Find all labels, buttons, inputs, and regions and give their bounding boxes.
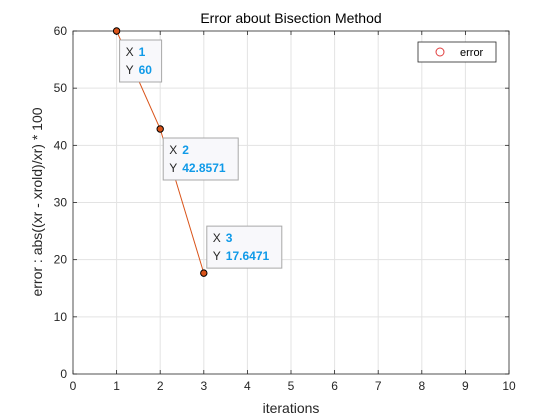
data-point[interactable] (112, 27, 121, 35)
legend-marker-error (435, 47, 445, 57)
datatip-box (206, 225, 283, 269)
y-tick-label: 10 (54, 310, 68, 324)
datatip-x-value: 3 (226, 231, 233, 245)
legend-box (417, 41, 497, 63)
y-axis-label: error : abs((xr - xrold)/xr) * 100 (29, 107, 45, 296)
x-tick-label: 10 (502, 379, 516, 393)
legend-label-error: error (460, 47, 484, 59)
y-tick-label: 40 (54, 138, 68, 152)
datatip-x-value: 2 (182, 143, 189, 157)
datatip-x-key: X (126, 45, 134, 59)
datatip-y-key: Y (169, 161, 177, 175)
grid-lines (73, 31, 509, 374)
datatip-x-value: 1 (139, 45, 146, 59)
datatip-box (119, 39, 163, 83)
y-tick-label: 30 (54, 196, 68, 210)
datatip-y-value: 60 (139, 63, 153, 77)
data-point[interactable] (156, 125, 164, 133)
x-tick-label: 9 (462, 379, 469, 393)
x-tick-label: 8 (418, 379, 425, 393)
y-tick-label: 0 (60, 367, 67, 381)
datatip[interactable]: X 2Y 42.8571 (162, 137, 239, 181)
datatip-box (162, 137, 239, 181)
x-tick-label: 2 (157, 379, 164, 393)
x-tick-label: 4 (244, 379, 251, 393)
x-tick-label: 1 (113, 379, 120, 393)
data-point[interactable] (200, 269, 208, 277)
datatip-y-key: Y (126, 63, 134, 77)
chart-title: Error about Bisection Method (200, 10, 381, 26)
legend: error (417, 41, 497, 63)
datatip-y-value: 42.8571 (182, 161, 226, 175)
datatip[interactable]: X 1Y 60 (119, 39, 163, 83)
datatip-x-key: X (169, 143, 177, 157)
x-tick-label: 6 (331, 379, 338, 393)
x-tick-label: 5 (288, 379, 295, 393)
y-tick-label: 60 (54, 24, 68, 38)
axis-ticks: 0 1 2 3 4 5 6 7 8 9 10 0 10 20 30 40 50 60 (54, 24, 516, 393)
datatip[interactable]: X 3Y 17.6471 (206, 225, 283, 269)
y-tick-label: 20 (54, 253, 68, 267)
x-tick-label: 3 (200, 379, 207, 393)
datatip-y-value: 17.6471 (226, 249, 270, 263)
datatip-y-key: Y (213, 249, 221, 263)
x-axis-label: iterations (263, 400, 320, 416)
datatip-x-key: X (213, 231, 221, 245)
y-tick-label: 50 (54, 81, 68, 95)
x-tick-label: 7 (375, 379, 382, 393)
x-tick-label: 0 (70, 379, 77, 393)
